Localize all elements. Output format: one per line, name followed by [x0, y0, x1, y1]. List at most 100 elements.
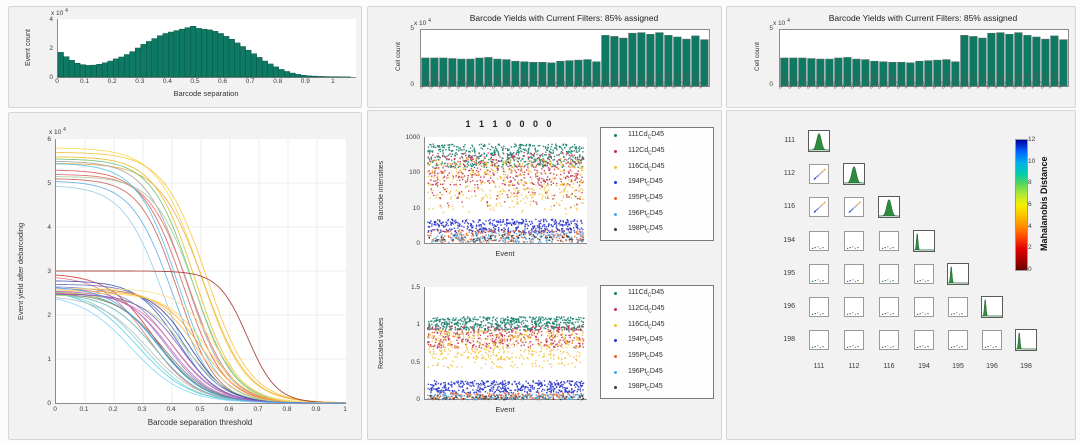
matrix-row-label: 111 — [784, 137, 795, 144]
x-tick-label: 1 — [331, 78, 335, 85]
y-axis-label: Cell count — [754, 42, 761, 72]
matrix-diagonal-histogram-cell[interactable] — [878, 196, 900, 218]
y-axis-label: Event count — [25, 29, 32, 67]
legend-label: 194PtCD45 — [628, 336, 663, 346]
separation-histogram-plot[interactable] — [57, 19, 356, 78]
matrix-scatter-cell[interactable] — [879, 297, 899, 317]
intensities-legend[interactable]: 111CdCD45 112CdCD45 116CdCD45 194PtCD45 195P… — [600, 127, 714, 241]
y-tick-label: 2 — [49, 45, 53, 52]
matrix-scatter-cell[interactable] — [914, 297, 934, 317]
matrix-col-label: 196 — [986, 363, 998, 370]
x-tick-label: 0 — [53, 406, 57, 413]
matrix-scatter-cell[interactable] — [809, 297, 829, 317]
matrix-scatter-cell[interactable] — [844, 264, 864, 284]
chart-title: Barcode Yields with Current Filters: 85%… — [828, 13, 1018, 23]
matrix-scatter-cell[interactable] — [809, 231, 829, 251]
y-tick-label: 0.5 — [410, 358, 420, 366]
x-axis-label: Barcode separation threshold — [147, 418, 253, 427]
legend-label: 111CdCD45 — [628, 289, 665, 299]
matrix-scatter-cell[interactable] — [948, 297, 968, 317]
legend-entry: 196PtCD45 — [601, 364, 713, 380]
barcode-yields-plot[interactable] — [779, 29, 1069, 87]
x-axis-label: Barcode separation — [173, 89, 239, 98]
matrix-row-label: 195 — [783, 270, 795, 277]
matrix-scatter-cell[interactable] — [948, 330, 968, 350]
x-axis-label: Event — [495, 405, 515, 414]
x-tick-label: 0.8 — [273, 78, 283, 85]
mahalanobis-colorbar — [1015, 139, 1028, 271]
diagonal-histogram — [914, 232, 934, 251]
pair-scatter — [847, 246, 859, 249]
y-axis-label: Barcode intensities — [378, 160, 385, 220]
y-tick-label: 0 — [769, 81, 773, 88]
panel-yield-curves: x 10 4 Event yield after debarcoding Bar… — [8, 112, 362, 440]
barcode-yields-plot[interactable] — [420, 29, 710, 87]
rescaled-legend[interactable]: 111CdCD45 112CdCD45 116CdCD45 194PtCD45 195P… — [600, 285, 714, 399]
chart-title: Barcode Yields with Current Filters: 85%… — [469, 13, 659, 23]
colorbar-tick-label: 12 — [1028, 136, 1036, 143]
matrix-scatter-cell[interactable] — [879, 264, 899, 284]
x-tick-label: 0.1 — [80, 78, 90, 85]
barcode-intensities-plot[interactable] — [424, 137, 587, 244]
legend-marker — [614, 150, 617, 154]
yield-curves-plot[interactable] — [55, 139, 347, 404]
matrix-col-label: 195 — [952, 363, 964, 370]
legend-label: 198PtCD45 — [628, 383, 663, 393]
matrix-diagonal-histogram-cell[interactable] — [808, 130, 830, 152]
pair-scatter — [882, 279, 894, 282]
legend-marker — [614, 197, 617, 201]
y-tick-label: 1000 — [405, 134, 420, 141]
y-tick-label: 1 — [416, 321, 420, 329]
legend-label: 198PtCD45 — [628, 225, 663, 235]
legend-marker — [614, 370, 617, 374]
x-tick-label: 0.9 — [300, 78, 310, 85]
colorbar-tick-label: 2 — [1028, 244, 1032, 252]
matrix-scatter-cell[interactable] — [809, 164, 829, 184]
matrix-scatter-cell[interactable] — [844, 231, 864, 251]
y-axis-exponent: x 10 4 — [773, 18, 790, 28]
matrix-scatter-cell[interactable] — [879, 330, 899, 350]
matrix-scatter-cell[interactable] — [844, 297, 864, 317]
x-tick-label: 0.8 — [282, 406, 292, 413]
pair-scatter — [812, 279, 824, 282]
y-tick-label: 5 — [769, 25, 773, 32]
x-tick-label: 0.2 — [107, 78, 117, 85]
legend-entry: 112CdCD45 — [601, 144, 713, 160]
pair-scatter — [847, 312, 859, 315]
matrix-scatter-cell[interactable] — [809, 197, 829, 217]
pair-scatter — [917, 279, 929, 282]
pair-scatter — [847, 345, 859, 348]
x-tick-barcode-label: 0 — [419, 84, 425, 90]
matrix-scatter-cell[interactable] — [809, 330, 829, 350]
matrix-scatter-cell[interactable] — [809, 264, 829, 284]
matrix-scatter-cell[interactable] — [844, 330, 864, 350]
selected-barcode-title: 1 1 1 0 0 0 0 — [465, 119, 555, 129]
legend-label: 196PtCD45 — [628, 367, 663, 377]
matrix-diagonal-histogram-cell[interactable] — [947, 263, 969, 285]
matrix-row-label: 194 — [783, 237, 795, 244]
x-tick-label: 0.6 — [218, 78, 228, 85]
rescaled-values-plot[interactable] — [424, 287, 587, 401]
matrix-diagonal-histogram-cell[interactable] — [1015, 329, 1037, 351]
matrix-scatter-cell[interactable] — [879, 231, 899, 251]
y-tick-label: 3 — [47, 268, 51, 275]
legend-entry: 195PtCD45 — [601, 349, 713, 365]
legend-entry: 116CdCD45 — [601, 317, 713, 333]
matrix-scatter-cell[interactable] — [982, 330, 1002, 350]
panel-barcode-yields-middle: Barcode Yields with Current Filters: 85%… — [367, 6, 722, 108]
x-tick-barcode-label: 0 — [778, 84, 784, 90]
matrix-col-label: 116 — [883, 363, 895, 370]
matrix-scatter-cell[interactable] — [914, 330, 934, 350]
matrix-scatter-cell[interactable] — [844, 197, 864, 217]
legend-label: 112CdCD45 — [628, 304, 665, 315]
matrix-scatter-cell[interactable] — [914, 264, 934, 284]
legend-marker — [614, 181, 617, 185]
matrix-diagonal-histogram-cell[interactable] — [913, 230, 935, 252]
x-tick-label: 0.3 — [135, 78, 145, 85]
pair-scatter — [985, 345, 997, 348]
y-axis-exponent: x 10 4 — [414, 18, 431, 28]
legend-marker — [614, 212, 617, 216]
matrix-diagonal-histogram-cell[interactable] — [843, 163, 865, 185]
diagonal-histogram — [948, 265, 968, 284]
matrix-diagonal-histogram-cell[interactable] — [981, 296, 1003, 318]
